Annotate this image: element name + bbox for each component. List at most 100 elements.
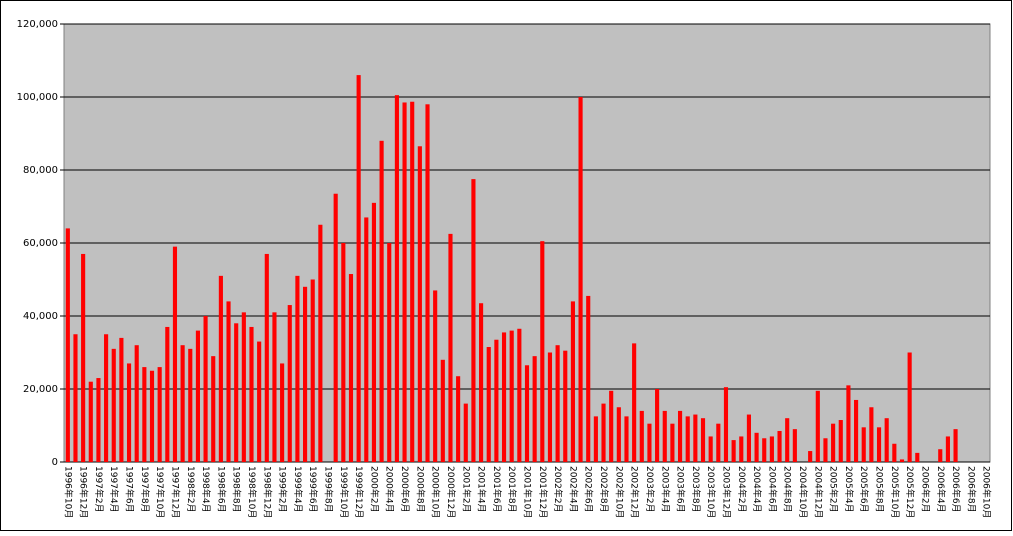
x-tick-label: 2000年2月	[368, 466, 380, 513]
bar	[501, 332, 507, 462]
bar	[486, 347, 491, 462]
bar	[364, 217, 369, 462]
bar	[547, 352, 553, 462]
x-tick-label: 2002年12月	[629, 466, 641, 518]
x-tick-label: 2002年10月	[613, 466, 625, 518]
bar	[73, 334, 78, 462]
bar	[249, 326, 254, 462]
bar	[540, 241, 545, 462]
x-tick-label: 2005年10月	[889, 466, 901, 518]
bar	[272, 312, 277, 462]
bar	[440, 359, 445, 462]
bar	[938, 449, 943, 462]
x-tick-label: 2000年4月	[384, 466, 396, 513]
x-tick-label: 1998年8月	[231, 466, 243, 513]
bar	[280, 363, 285, 462]
x-tick-label: 2000年6月	[399, 466, 411, 513]
x-tick-label: 2004年10月	[797, 466, 809, 518]
bar	[226, 301, 231, 462]
x-tick-label: 2003年12月	[720, 466, 732, 518]
x-tick-label: 2004年2月	[736, 466, 748, 513]
x-tick-label: 2005年4月	[843, 466, 855, 513]
x-tick-label: 1996年12月	[78, 466, 90, 518]
bar	[188, 348, 193, 462]
bar	[302, 286, 308, 462]
bar	[532, 356, 537, 462]
bar	[257, 341, 262, 462]
bar	[126, 363, 132, 462]
bar	[899, 459, 905, 462]
bar	[88, 381, 93, 462]
bar	[172, 246, 178, 462]
bar	[402, 102, 407, 462]
bar	[264, 253, 269, 462]
bar	[670, 423, 675, 462]
x-tick-label: 1996年10月	[62, 466, 74, 518]
x-tick-label: 1997年6月	[124, 466, 136, 513]
x-tick-label: 2003年8月	[690, 466, 702, 513]
bar	[149, 370, 155, 462]
x-tick-label: 1997年2月	[93, 466, 105, 513]
bar	[662, 410, 667, 462]
bar	[410, 101, 415, 463]
x-tick-label: 1997年10月	[154, 466, 166, 518]
bar	[348, 274, 354, 462]
x-tick-label: 2001年2月	[460, 466, 472, 513]
x-tick-label: 2006年6月	[950, 466, 962, 513]
bar	[318, 224, 323, 462]
bar	[876, 427, 882, 462]
bar	[218, 275, 223, 462]
bar	[425, 104, 430, 463]
bar	[341, 243, 346, 462]
x-tick-label: 1999年12月	[353, 466, 365, 518]
x-tick-label: 1998年2月	[185, 466, 197, 513]
x-tick-label: 2002年4月	[567, 466, 579, 513]
bar	[394, 95, 399, 463]
bar	[831, 423, 836, 462]
x-tick-label: 2004年6月	[766, 466, 778, 513]
x-tick-label: 2006年8月	[965, 466, 977, 513]
x-tick-label: 2002年2月	[552, 466, 564, 513]
bar	[769, 436, 774, 462]
bar	[808, 451, 813, 462]
bar	[700, 418, 706, 462]
bar	[471, 179, 476, 462]
bar	[96, 378, 101, 462]
bar	[456, 376, 461, 462]
bar	[593, 416, 598, 462]
x-tick-label: 2001年6月	[491, 466, 503, 513]
bar	[838, 420, 843, 462]
bar	[846, 385, 851, 462]
bar	[104, 334, 109, 462]
bar	[287, 305, 292, 462]
bar	[884, 418, 889, 462]
x-tick-label: 2006年10月	[981, 466, 993, 518]
x-tick-label: 2000年10月	[430, 466, 442, 518]
bar	[241, 312, 246, 462]
bar	[211, 356, 216, 462]
bar	[739, 436, 744, 462]
y-tick-label: 80,000	[23, 165, 58, 176]
x-tick-label: 2002年8月	[598, 466, 610, 513]
x-tick-label: 2005年8月	[874, 466, 886, 513]
bar	[823, 438, 828, 462]
x-tick-label: 1998年10月	[246, 466, 258, 518]
x-tick-label: 2000年8月	[414, 466, 426, 513]
bar	[731, 440, 736, 462]
x-tick-label: 1998年4月	[200, 466, 212, 513]
bar	[333, 193, 338, 462]
bar	[815, 390, 820, 462]
bar	[371, 202, 377, 462]
bar	[387, 243, 392, 462]
bar	[685, 416, 690, 462]
bar	[647, 423, 652, 462]
bar	[708, 436, 713, 462]
x-tick-label: 2005年6月	[858, 466, 870, 513]
x-tick-label: 1999年6月	[307, 466, 319, 513]
bar	[356, 75, 361, 462]
bar	[632, 343, 637, 462]
bar	[616, 407, 621, 462]
bar	[677, 410, 683, 462]
bar	[111, 348, 116, 462]
